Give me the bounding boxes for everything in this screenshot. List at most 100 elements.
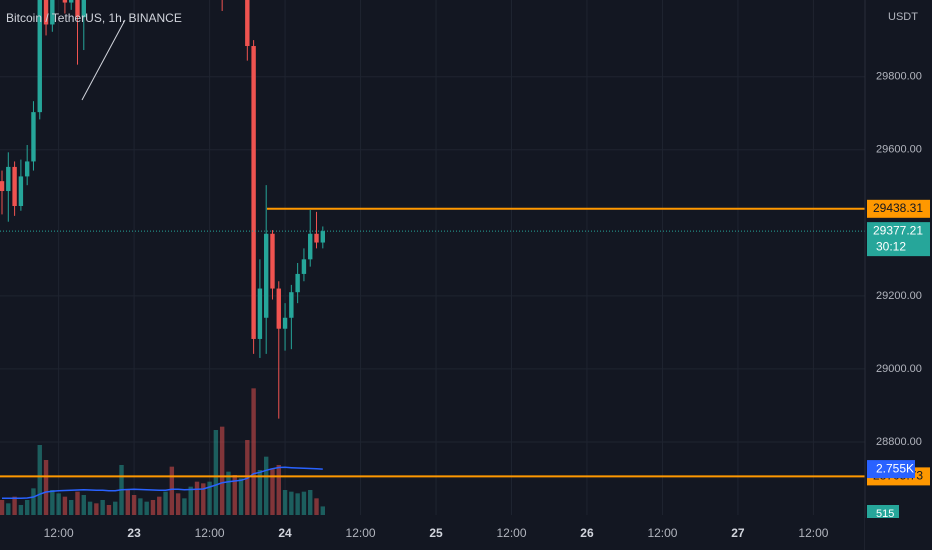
candle-body [0,181,5,192]
candle-body [62,0,68,3]
countdown-label: 30:12 [876,239,906,253]
volume-bar [131,495,137,515]
candle-body [31,112,36,162]
volume-bar [150,500,156,515]
x-tick-label: 12:00 [195,526,225,540]
volume-bar [263,456,269,515]
volume-bar [282,490,288,515]
volume-bar [289,491,294,515]
candle-body [50,0,55,25]
x-tick-label: 12:00 [346,526,376,540]
candle-body [245,0,250,47]
volume-bar [175,493,181,515]
volume-bar [125,490,131,515]
price-label-box [867,199,930,218]
volume-bar [144,501,149,515]
volume-ma-label: 2.755K [876,461,914,475]
candle-body [289,292,294,318]
y-tick-label: 29000.00 [876,363,922,375]
volume-ma-line [2,466,323,500]
volume-bar [213,430,219,515]
volume-bar [308,490,313,515]
volume-bar [238,478,244,515]
volume-bar [276,465,281,515]
candle-body [12,166,17,206]
y-tick-label: 28800.00 [876,436,922,448]
volume-bar [6,503,11,515]
volume-bar [226,471,231,515]
y-tick-label: 29800.00 [876,71,922,83]
grid [0,0,865,515]
axis-labels: 28800.00 29000.00 29200.00 29600.00 29800.00… [867,71,930,520]
volume-bar [194,481,200,515]
overlay [0,207,865,478]
candle-body [37,0,42,113]
x-tick-label: 12:00 [647,526,677,540]
candle-body [282,317,288,329]
price-label: 29438.31 [873,201,923,215]
volume-bar [138,498,143,515]
candle-body [257,288,263,339]
volume-bar [320,506,326,515]
volume-label: 515 [876,508,894,520]
volume-bar [0,500,5,515]
volume-bar [257,470,263,515]
candle-body [314,233,319,243]
volume-bar [24,500,30,515]
volume-bar [169,466,175,515]
volume-bar [188,486,193,515]
volume-bar [232,475,237,515]
candle-body [81,0,86,18]
volume-bar [182,498,187,515]
volume-bar [81,495,86,515]
time-axis [865,518,932,550]
volume-bar [219,426,225,515]
candle-body [295,273,300,293]
x-tick-label: 12:00 [798,526,828,540]
volume-bar [50,490,55,515]
volume-bar [270,468,275,515]
volume-bar [301,491,307,515]
volume-bar [37,445,42,515]
volume-bar [12,496,17,515]
axis-unit: USDT [888,11,918,23]
price-axis [865,0,932,550]
volume-bar [295,493,300,515]
volume-bar [87,501,93,515]
volume-bar [43,460,49,515]
volume-bar [62,496,68,515]
y-tick-label: 29600.00 [876,144,922,156]
volume-ma-box [867,460,915,479]
volume-box [867,505,899,519]
candle-body [276,288,281,329]
last-price-label: 29377.21 [873,223,923,237]
candle-body [320,231,326,243]
x-tick-label: 23 [127,526,141,540]
candle-body [69,0,74,3]
x-tick-label: 25 [429,526,443,540]
volume-bar [163,491,168,515]
x-tick-label: 26 [580,526,594,540]
candle-body [24,161,30,177]
last-price-box [867,222,930,257]
y-tick-label: 29200.00 [876,290,922,302]
volume-bar [201,483,206,515]
candle-body [270,233,275,289]
trend-line [81,19,126,101]
volume-bar [113,501,118,515]
x-tick-label: 12:00 [496,526,526,540]
x-tick-label: 27 [731,526,745,540]
volume-bar [157,496,162,515]
volume-bar [94,503,99,515]
candle-body [75,0,80,18]
volume-bar [75,491,80,515]
volume-bar [207,481,212,515]
chart-title: Bitcoin / TetherUS, 1h, BINANCE [6,11,182,25]
candle-body [6,166,11,192]
volume-pane [0,388,326,515]
volume-bar [251,388,256,515]
volume-bar [69,500,74,515]
volume-bar [314,498,319,515]
